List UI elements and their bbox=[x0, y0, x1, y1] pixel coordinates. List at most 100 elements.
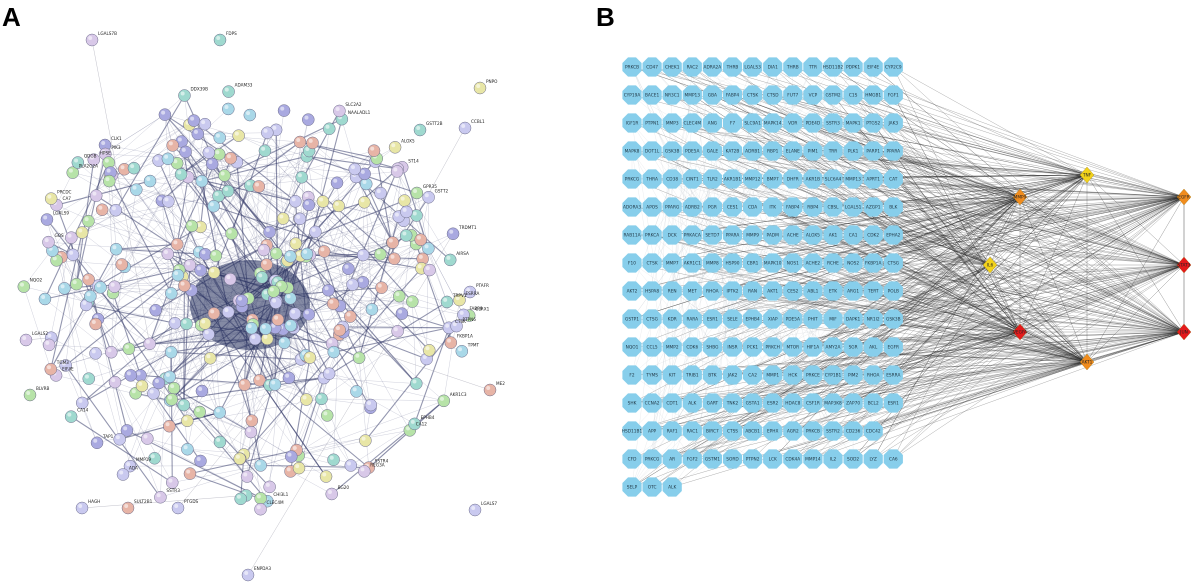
compound-node-label: MMP3 bbox=[666, 121, 679, 127]
compound-node-label: DOT1L bbox=[645, 149, 660, 155]
ppi-node bbox=[218, 169, 231, 182]
compound-node: FGF1 bbox=[883, 85, 903, 105]
ppi-node bbox=[194, 264, 207, 277]
ppi-node bbox=[187, 114, 201, 127]
ppi-node bbox=[292, 461, 306, 475]
ppi-node bbox=[410, 186, 424, 200]
compound-node-label: DCK bbox=[668, 233, 677, 239]
compound-node-label: C1S bbox=[849, 93, 858, 99]
compound-node-label: BACE1 bbox=[645, 93, 660, 99]
ppi-node bbox=[285, 450, 298, 463]
compound-node: DIA1 bbox=[763, 57, 783, 77]
ppi-node bbox=[238, 378, 251, 392]
compound-node: CTSG bbox=[883, 253, 903, 273]
ppi-node bbox=[193, 405, 206, 419]
ppi-node bbox=[161, 152, 175, 166]
target-node: AKT1 bbox=[1079, 353, 1095, 371]
compound-node: RAF1 bbox=[662, 421, 682, 441]
ppi-node bbox=[166, 139, 179, 152]
compound-node: BLK bbox=[883, 197, 903, 217]
ppi-node bbox=[163, 370, 176, 384]
ppi-node bbox=[202, 328, 215, 341]
compound-node-label: AKT2 bbox=[627, 289, 638, 295]
compound-node: FUT7 bbox=[783, 85, 803, 105]
compound-node: RCHE bbox=[823, 253, 843, 273]
compound-node: CAT bbox=[883, 169, 903, 189]
compound-node: CHEK1 bbox=[662, 57, 682, 77]
ppi-node bbox=[317, 245, 331, 258]
ppi-node bbox=[325, 487, 338, 501]
compound-node-label: APRT1 bbox=[866, 177, 880, 183]
compound-node: SELP bbox=[622, 477, 642, 497]
compound-node-label: IPTK2 bbox=[726, 289, 738, 295]
compound-node: NOS2 bbox=[843, 253, 863, 273]
compound-node-label: PPARG bbox=[665, 205, 679, 211]
compound-node-label: BCL2 bbox=[868, 401, 879, 407]
compound-node: IGF1R bbox=[622, 113, 642, 133]
compound-node: RAN bbox=[743, 281, 763, 301]
compound-node: DCK bbox=[662, 225, 682, 245]
ppi-node bbox=[213, 33, 227, 47]
compound-node-label: PDPK1 bbox=[846, 65, 860, 71]
ppi-node bbox=[278, 336, 291, 350]
compound-node-label: EPHA2 bbox=[886, 233, 900, 239]
ppi-node bbox=[289, 237, 303, 250]
compound-node-label: MAPK1 bbox=[846, 121, 861, 127]
compound-node: ESR2 bbox=[763, 393, 783, 413]
compound-node-label: REN bbox=[668, 289, 677, 295]
ppi-gene-label: BLVRB bbox=[36, 386, 50, 391]
compound-node: CDC42 bbox=[863, 421, 883, 441]
ppi-node bbox=[375, 281, 388, 294]
compound-node: GSTM2 bbox=[823, 85, 843, 105]
compound-node: CD38 bbox=[662, 169, 682, 189]
ppi-node bbox=[444, 336, 458, 349]
ppi-node bbox=[483, 383, 497, 397]
ppi-gene-label: CA7 bbox=[63, 196, 72, 201]
ppi-node bbox=[356, 248, 370, 262]
compound-node: PDE5A bbox=[682, 141, 702, 161]
ppi-node bbox=[252, 180, 266, 193]
compound-node: GSTP1 bbox=[622, 309, 642, 329]
ppi-node bbox=[75, 501, 89, 515]
compound-node: TTR bbox=[803, 57, 823, 77]
compound-node: CTSK bbox=[743, 85, 763, 105]
ppi-node bbox=[165, 287, 178, 300]
ppi-node bbox=[207, 266, 221, 279]
compound-node: XIAP bbox=[763, 309, 783, 329]
ppi-node bbox=[166, 476, 179, 489]
target-node: JUN bbox=[1176, 323, 1191, 341]
compound-node: ITK bbox=[763, 197, 783, 217]
ppi-node bbox=[258, 144, 272, 158]
compound-node: NQO1 bbox=[622, 337, 642, 357]
ppi-node bbox=[344, 310, 357, 323]
compound-node-label: AKR1B bbox=[806, 177, 820, 183]
compound-node: CES2 bbox=[783, 281, 803, 301]
ppi-node bbox=[103, 174, 116, 188]
compound-node-label: CCNA2 bbox=[645, 401, 660, 407]
panel-b-compound-target-network: B PRKCB CD47 CHEK1 RAC2 ADRA2A THRB LGALS3 DIA1… bbox=[590, 0, 1191, 585]
compound-node: PRKCG bbox=[642, 449, 662, 469]
compound-node-label: CSF1R bbox=[806, 401, 820, 407]
ppi-node bbox=[82, 273, 95, 286]
panel-a-ppi-network: A PNPO LGALS7 LGALS7B CCBL1 ENPDA3 HAGH FDPS ME… bbox=[0, 0, 560, 585]
ppi-node bbox=[367, 144, 381, 157]
ppi-node bbox=[122, 342, 136, 355]
ppi-node bbox=[233, 452, 246, 465]
compound-node-label: CDK2 bbox=[867, 233, 879, 239]
ppi-node bbox=[293, 212, 307, 226]
ppi-gene-label: CLEC4M bbox=[267, 500, 284, 505]
ppi-node bbox=[406, 295, 419, 308]
compound-node: TRIB1 bbox=[682, 365, 702, 385]
compound-node: ARG1 bbox=[843, 281, 863, 301]
ppi-node bbox=[344, 459, 358, 472]
compound-node-label: RARA bbox=[687, 317, 699, 323]
compound-node: SOD2 bbox=[843, 449, 863, 469]
compound-node: EPHX bbox=[763, 421, 783, 441]
compound-node: LYZ bbox=[863, 449, 883, 469]
ppi-node bbox=[89, 317, 102, 331]
compound-node: CDK4A bbox=[783, 449, 803, 469]
compound-node-label: MMP2 bbox=[666, 345, 679, 351]
compound-node: RAB11A bbox=[622, 225, 642, 245]
compound-node-label: AK1 bbox=[829, 233, 838, 239]
compound-node-label: ARG1 bbox=[847, 289, 859, 295]
